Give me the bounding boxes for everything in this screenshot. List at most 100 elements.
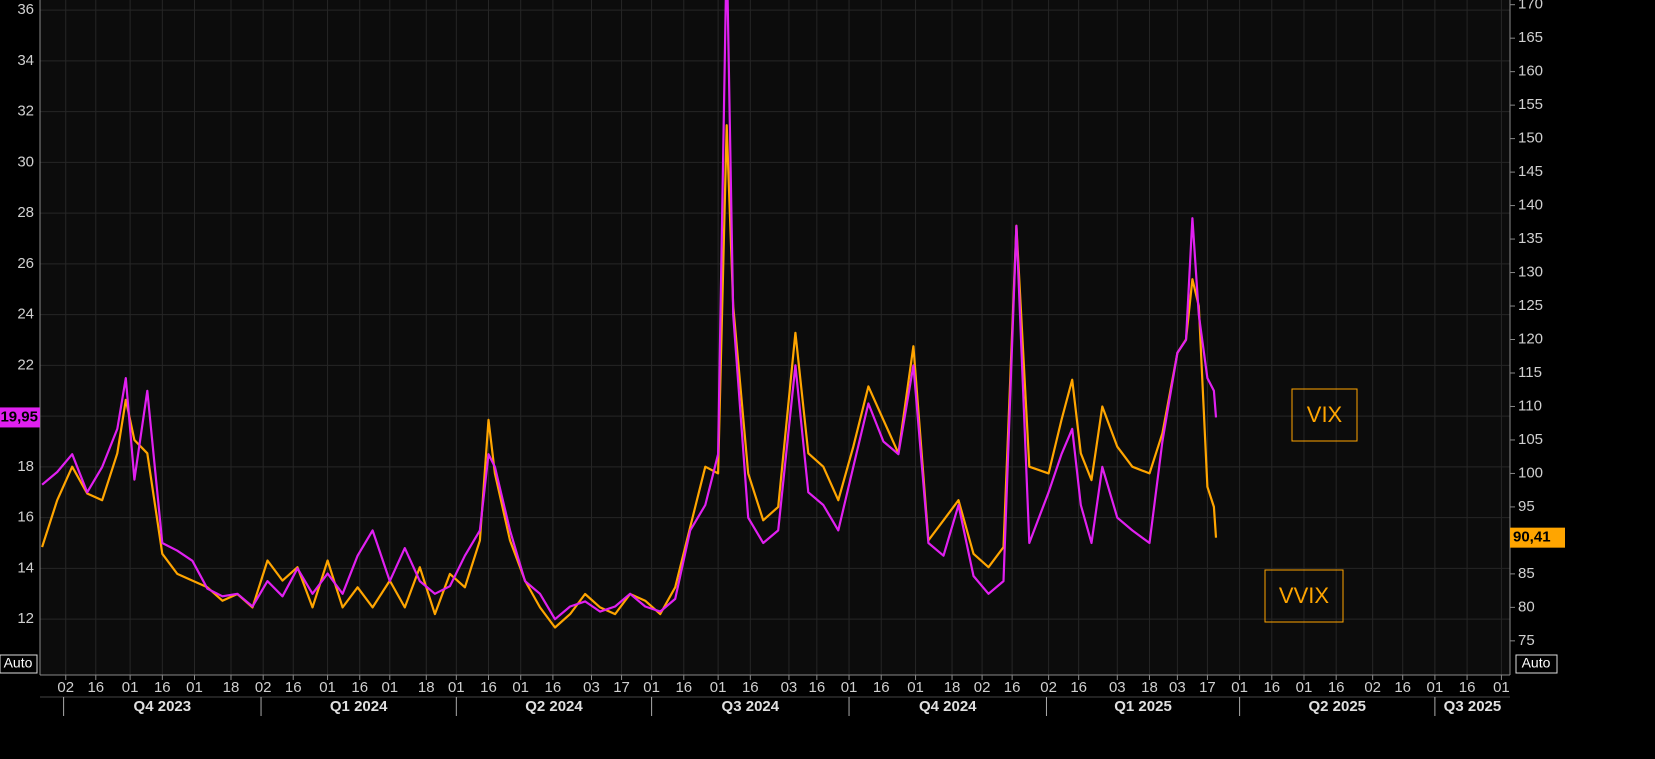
y-tick-label: 12 — [17, 610, 34, 627]
y-tick-label: 18 — [17, 458, 34, 475]
auto-left: Auto — [0, 654, 38, 674]
y2-tick-label: 160 — [1518, 63, 1543, 80]
x-tick-label: 18 — [1141, 679, 1158, 696]
x-tick-label: 18 — [223, 679, 240, 696]
x-tick-label: 01 — [122, 679, 139, 696]
x-tick-label: 16 — [545, 679, 562, 696]
y-tick-label: 16 — [17, 509, 34, 526]
auto-right: Auto — [1515, 654, 1558, 674]
x-tick-label: 01 — [186, 679, 203, 696]
x-tick-label: 16 — [809, 679, 826, 696]
x-tick-label: 01 — [1231, 679, 1248, 696]
x-tick-label: 02 — [57, 679, 74, 696]
x-tick-label: 16 — [1263, 679, 1280, 696]
y2-tick-label: 80 — [1518, 598, 1535, 615]
x-tick-label: 16 — [873, 679, 890, 696]
x-tick-label: 18 — [944, 679, 961, 696]
last-value-label: 90,41 — [1513, 529, 1551, 546]
y-tick-label: 32 — [17, 103, 34, 120]
x-tick-label: 16 — [1004, 679, 1021, 696]
x-tick-label: 16 — [87, 679, 104, 696]
y2-tick-label: 110 — [1518, 397, 1542, 414]
series-group — [41, 0, 1218, 629]
y2-tick-label: 120 — [1518, 330, 1543, 347]
x-tick-label: 18 — [418, 679, 435, 696]
y2-tick-label: 115 — [1518, 364, 1542, 381]
x-tick-label: 01 — [710, 679, 727, 696]
legend-box — [1291, 388, 1358, 442]
y2-tick-label: 140 — [1518, 197, 1543, 214]
y-tick-label: 24 — [17, 306, 34, 323]
y2-tick-label: 135 — [1518, 230, 1543, 247]
quarter-label: Q2 2024 — [525, 698, 583, 715]
last-value-tag — [0, 407, 40, 428]
x-tick-label: 02 — [255, 679, 272, 696]
y2-tick-label: 95 — [1518, 498, 1535, 515]
y-tick-label: 28 — [17, 204, 34, 221]
x-tick-label: 01 — [381, 679, 398, 696]
x-tick-label: 01 — [841, 679, 858, 696]
legend-label: VIX — [1307, 402, 1343, 427]
y2-tick-label: 165 — [1518, 29, 1543, 46]
x-tick-label: 16 — [1394, 679, 1411, 696]
y2-tick-label: 100 — [1518, 464, 1543, 481]
x-tick-label: 03 — [1169, 679, 1186, 696]
x-tick-label: 01 — [1493, 679, 1510, 696]
y-tick-label: 36 — [17, 1, 34, 18]
x-tick-label: 01 — [319, 679, 336, 696]
x-tick-label: 16 — [154, 679, 171, 696]
x-tick-label: 03 — [583, 679, 600, 696]
x-tick-label: 01 — [907, 679, 924, 696]
y2-tick-label: 155 — [1518, 96, 1543, 113]
auto-label: Auto — [4, 655, 33, 671]
x-tick-label: 16 — [1070, 679, 1087, 696]
x-tick-label: 03 — [1109, 679, 1126, 696]
y-tick-label: 22 — [17, 356, 34, 373]
legend-box — [1264, 569, 1344, 623]
x-tick-label: 01 — [448, 679, 465, 696]
quarter-label: Q2 2025 — [1308, 698, 1366, 715]
y2-tick-label: 105 — [1518, 431, 1543, 448]
x-tick-label: 01 — [1296, 679, 1313, 696]
grid — [40, 0, 1510, 675]
y2-tick-label: 170 — [1518, 0, 1543, 13]
x-tick-label: 16 — [675, 679, 692, 696]
x-tick-label: 16 — [351, 679, 368, 696]
x-tick-label: 03 — [781, 679, 798, 696]
footer — [0, 719, 1655, 759]
quarter-label: Q1 2024 — [330, 698, 388, 715]
quarter-label: Q4 2024 — [919, 698, 977, 715]
quarter-label: Q4 2023 — [134, 698, 192, 715]
quarter-label: Q3 2024 — [722, 698, 780, 715]
last-value-tag — [1510, 527, 1565, 548]
legend-label: VVIX — [1279, 583, 1329, 608]
series-line — [41, 0, 1218, 621]
x-tick-label: 16 — [742, 679, 759, 696]
x-tick-label: 16 — [1328, 679, 1345, 696]
y-tick-label: 34 — [17, 52, 34, 69]
x-tick-label: 02 — [974, 679, 991, 696]
y2-tick-label: 130 — [1518, 264, 1543, 281]
quarter-label: Q1 2025 — [1114, 698, 1172, 715]
x-tick-label: 01 — [1427, 679, 1444, 696]
y-tick-label: 26 — [17, 255, 34, 272]
x-tick-label: 02 — [1040, 679, 1057, 696]
x-tick-label: 16 — [285, 679, 302, 696]
x-tick-label: 16 — [480, 679, 497, 696]
x-tick-label: 01 — [512, 679, 529, 696]
y2-tick-label: 150 — [1518, 130, 1543, 147]
quarter-label: Q3 2025 — [1444, 698, 1502, 715]
x-tick-label: 16 — [1459, 679, 1476, 696]
y2-tick-label: 85 — [1518, 565, 1535, 582]
y-tick-label: 30 — [17, 153, 34, 170]
x-tick-label: 17 — [613, 679, 630, 696]
x-tick-label: 01 — [643, 679, 660, 696]
y2-tick-label: 145 — [1518, 163, 1543, 180]
x-tick-label: 02 — [1364, 679, 1381, 696]
x-tick-label: 17 — [1199, 679, 1216, 696]
auto-label: Auto — [1522, 655, 1551, 671]
last-value-label: 19,95 — [0, 408, 38, 425]
plot-area — [40, 0, 1510, 675]
y2-tick-label: 125 — [1518, 297, 1543, 314]
